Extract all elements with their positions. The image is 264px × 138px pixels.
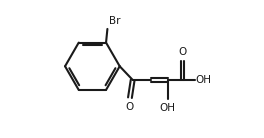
Text: O: O [178, 47, 187, 57]
Text: OH: OH [159, 103, 176, 113]
Text: OH: OH [196, 75, 211, 85]
Text: Br: Br [109, 16, 120, 26]
Text: O: O [125, 103, 133, 112]
